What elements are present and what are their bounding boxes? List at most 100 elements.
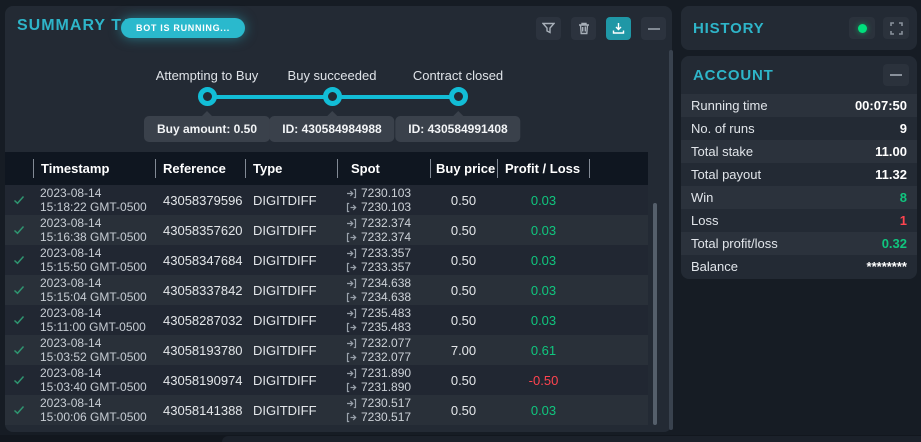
- row-status-cell: [5, 225, 33, 235]
- profit-loss-cell: 0.03: [530, 192, 557, 208]
- step-dot-attempting: [198, 87, 217, 106]
- account-row: Win 8: [681, 186, 917, 209]
- summary-table-panel: SUMMARY TABLE BOT IS RUNNING... Attempti…: [5, 6, 673, 432]
- entry-spot-icon: [347, 398, 357, 408]
- header-buy-price: Buy price: [430, 152, 497, 185]
- buy-price-cell: 7.00: [450, 342, 477, 358]
- timestamp-cell: 2023-08-14 15:18:22 GMT-0500: [40, 186, 147, 214]
- entry-spot-icon: [347, 248, 357, 258]
- reference-cell: 43058287032: [163, 312, 243, 328]
- entry-spot-icon: [347, 308, 357, 318]
- table-row[interactable]: 2023-08-14 15:03:40 GMT-0500 43058190974 DI…: [5, 365, 648, 395]
- account-row-value: 11.00: [875, 144, 907, 159]
- check-icon: [13, 286, 25, 295]
- table-row[interactable]: 2023-08-14 15:15:04 GMT-0500 43058337842 DI…: [5, 275, 648, 305]
- exit-spot-icon: [346, 412, 357, 422]
- row-status-cell: [5, 405, 33, 415]
- reference-cell: 43058337842: [163, 282, 243, 298]
- row-status-cell: [5, 285, 33, 295]
- minimize-account-button[interactable]: [883, 64, 909, 86]
- account-rows: Running time 00:07:50 No. of runs 9 Total st…: [681, 94, 917, 278]
- profit-loss-cell: 0.03: [530, 402, 557, 418]
- exit-spot-icon: [346, 352, 357, 362]
- timestamp-cell: 2023-08-14 15:03:40 GMT-0500: [40, 366, 147, 394]
- panel-scrollbar[interactable]: [669, 50, 673, 430]
- table-row[interactable]: 2023-08-14 15:16:38 GMT-0500 43058357620 DI…: [5, 215, 648, 245]
- minimize-summary-button[interactable]: [641, 17, 666, 40]
- check-icon: [13, 406, 25, 415]
- filter-icon: [542, 22, 555, 34]
- profit-loss-cell: 0.03: [530, 282, 557, 298]
- timestamp-cell: 2023-08-14 15:11:00 GMT-0500: [40, 306, 146, 334]
- entry-spot-icon: [347, 278, 357, 288]
- step-label-attempting: Attempting to Buy: [155, 68, 259, 83]
- status-indicator-button[interactable]: [849, 17, 875, 39]
- table-row[interactable]: 2023-08-14 15:03:52 GMT-0500 43058193780 DI…: [5, 335, 648, 365]
- exit-spot-icon: [346, 292, 357, 302]
- step-dot-succeeded: [323, 87, 342, 106]
- exit-spot-icon: [346, 202, 357, 212]
- profit-loss-cell: 0.61: [530, 342, 557, 358]
- check-icon: [13, 226, 25, 235]
- account-row-label: Total payout: [691, 167, 762, 182]
- header-profit-loss: Profit / Loss: [497, 152, 590, 185]
- account-panel: ACCOUNT Running time 00:07:50 No. of runs 9…: [681, 56, 917, 279]
- step-dot-closed: [449, 87, 468, 106]
- account-row: Total profit/loss 0.32: [681, 232, 917, 255]
- table-scrollbar[interactable]: [653, 203, 657, 425]
- spot-cell: 7234.638 7234.638: [337, 276, 430, 304]
- clear-log-button[interactable]: [571, 17, 596, 40]
- account-row: Balance ********: [681, 255, 917, 278]
- table-body: 2023-08-14 15:18:22 GMT-0500 43058379596 DI…: [5, 185, 648, 425]
- profit-loss-cell: 0.03: [530, 312, 557, 328]
- account-row-value: 11.32: [875, 167, 907, 182]
- expand-history-button[interactable]: [883, 17, 909, 39]
- table-row[interactable]: 2023-08-14 15:00:06 GMT-0500 43058141388 DI…: [5, 395, 648, 425]
- table-row[interactable]: 2023-08-14 15:15:50 GMT-0500 43058347684 DI…: [5, 245, 648, 275]
- check-icon: [13, 256, 25, 265]
- table-row[interactable]: 2023-08-14 15:18:22 GMT-0500 43058379596 DI…: [5, 185, 648, 215]
- exit-spot-icon: [346, 382, 357, 392]
- account-row-label: Running time: [691, 98, 768, 113]
- spot-cell: 7233.357 7233.357: [337, 246, 430, 274]
- account-row-label: Loss: [691, 213, 719, 228]
- filter-button[interactable]: [536, 17, 561, 40]
- download-button[interactable]: [606, 17, 631, 40]
- type-cell: DIGITDIFF: [253, 282, 317, 298]
- account-row: Total payout 11.32: [681, 163, 917, 186]
- type-cell: DIGITDIFF: [253, 342, 317, 358]
- account-row-value: ********: [866, 259, 907, 274]
- check-icon: [13, 316, 25, 325]
- buy-amount-tooltip: Buy amount: 0.50: [143, 111, 271, 142]
- row-status-cell: [5, 195, 33, 205]
- summary-toolbar: [536, 17, 666, 40]
- check-icon: [13, 196, 25, 205]
- account-title: ACCOUNT: [693, 66, 774, 84]
- account-row-label: Balance: [691, 259, 738, 274]
- row-status-cell: [5, 375, 33, 385]
- header-type: Type: [245, 152, 337, 185]
- buy-price-cell: 0.50: [450, 282, 477, 298]
- account-row-label: No. of runs: [691, 121, 755, 136]
- header-reference: Reference: [155, 152, 245, 185]
- header-status: [5, 152, 33, 185]
- check-icon: [13, 346, 25, 355]
- account-row: Total stake 11.00: [681, 140, 917, 163]
- account-row-value: 9: [899, 121, 907, 136]
- timestamp-cell: 2023-08-14 15:15:50 GMT-0500: [40, 246, 147, 274]
- buy-price-cell: 0.50: [450, 192, 477, 208]
- buy-price-cell: 0.50: [450, 222, 477, 238]
- profit-loss-cell: -0.50: [528, 372, 559, 388]
- buy-price-cell: 0.50: [450, 252, 477, 268]
- table-row[interactable]: 2023-08-14 15:11:00 GMT-0500 43058287032 DI…: [5, 305, 648, 335]
- exit-spot-icon: [346, 232, 357, 242]
- reference-cell: 43058379596: [163, 192, 243, 208]
- buy-price-cell: 0.50: [450, 372, 477, 388]
- entry-spot-icon: [347, 338, 357, 348]
- type-cell: DIGITDIFF: [253, 402, 317, 418]
- minus-icon: [890, 74, 902, 76]
- account-row-value: 8: [899, 190, 907, 205]
- buy-price-cell: 0.50: [450, 402, 477, 418]
- type-cell: DIGITDIFF: [253, 372, 317, 388]
